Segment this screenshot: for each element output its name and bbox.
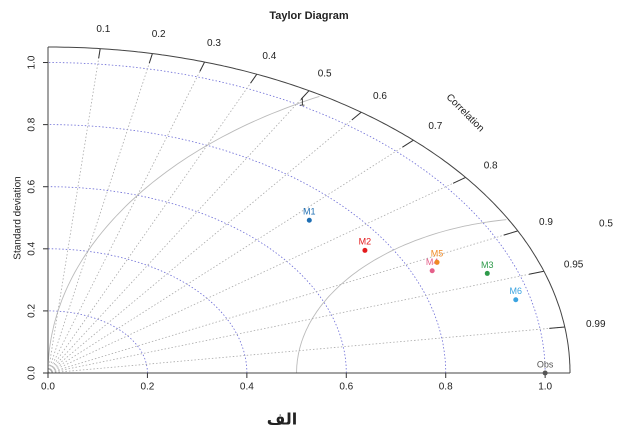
rms-label: 1	[299, 98, 305, 109]
point-label: M2	[359, 237, 372, 247]
point-label: M1	[303, 207, 316, 217]
point-label: M3	[481, 260, 494, 270]
correlation-tick-label: 0.4	[262, 51, 276, 62]
y-axis-label: Standard deviation	[13, 176, 24, 259]
y-tick-label: 0.0	[27, 366, 38, 380]
y-tick-label: 0.8	[27, 117, 38, 131]
correlation-tick	[250, 73, 258, 84]
correlation-tick	[300, 90, 310, 100]
correlation-tick	[351, 111, 362, 121]
correlation-tick-label: 0.99	[586, 319, 606, 330]
correlation-tick-label: 0.95	[564, 260, 584, 271]
sd-grid-arc	[48, 62, 546, 373]
correlation-tick	[402, 139, 414, 148]
correlation-line	[47, 48, 101, 374]
sd-grid-arc	[48, 186, 347, 373]
annotation: الف	[267, 410, 298, 429]
x-tick-label: 0.0	[41, 382, 55, 393]
y-tick-label: 0.2	[27, 304, 38, 318]
chart-title: Taylor Diagram	[269, 10, 348, 22]
model-point	[362, 247, 368, 253]
model-point	[306, 217, 312, 223]
correlation-line	[47, 111, 362, 374]
rms-arc	[47, 95, 320, 374]
y-tick-label: 0.6	[27, 179, 38, 193]
correlation-label: Correlation	[444, 92, 486, 134]
correlation-tick	[549, 326, 565, 329]
y-tick-label: 0.4	[27, 241, 38, 255]
correlation-tick-label: 0.6	[373, 91, 387, 102]
model-point	[542, 370, 548, 376]
rms-arc	[296, 219, 507, 373]
correlation-line	[47, 90, 310, 374]
correlation-line	[47, 230, 518, 374]
correlation-tick-label: 0.7	[428, 121, 442, 132]
point-label: M5	[431, 249, 444, 259]
correlation-line	[47, 326, 565, 374]
correlation-tick-label: 0.3	[207, 38, 221, 49]
point-label: Obs	[537, 359, 554, 369]
correlation-tick	[98, 48, 101, 59]
correlation-tick-label: 0.5	[318, 68, 332, 79]
correlation-line	[47, 270, 544, 374]
point-label: M6	[510, 286, 523, 296]
model-point	[513, 297, 519, 303]
sd-grid-arc	[48, 124, 447, 373]
outer-arc	[48, 46, 571, 373]
correlation-tick-label: 0.9	[539, 217, 553, 228]
correlation-line	[47, 61, 205, 374]
correlation-tick	[452, 176, 466, 184]
correlation-line	[47, 139, 414, 374]
model-point	[429, 268, 435, 274]
correlation-line	[47, 177, 466, 374]
correlation-tick-label: 0.2	[152, 29, 166, 40]
x-tick-label: 0.6	[339, 382, 353, 393]
x-tick-label: 0.2	[140, 382, 154, 393]
y-tick-label: 1.0	[27, 55, 38, 69]
model-point	[484, 270, 490, 276]
correlation-tick	[148, 53, 153, 64]
correlation-tick	[503, 230, 518, 236]
correlation-tick-label: 0.1	[96, 24, 110, 35]
correlation-tick	[528, 270, 545, 275]
correlation-tick-label: 0.8	[484, 160, 498, 171]
x-tick-label: 0.4	[240, 382, 254, 393]
correlation-line	[47, 53, 153, 374]
correlation-tick	[199, 61, 206, 72]
sd-grid-arc	[48, 310, 148, 373]
x-tick-label: 0.8	[439, 382, 453, 393]
point-label: M4	[426, 257, 439, 267]
side-note: 0.5	[599, 219, 613, 230]
model-point	[434, 259, 440, 265]
correlation-line	[47, 73, 258, 374]
x-tick-label: 1.0	[538, 382, 552, 393]
